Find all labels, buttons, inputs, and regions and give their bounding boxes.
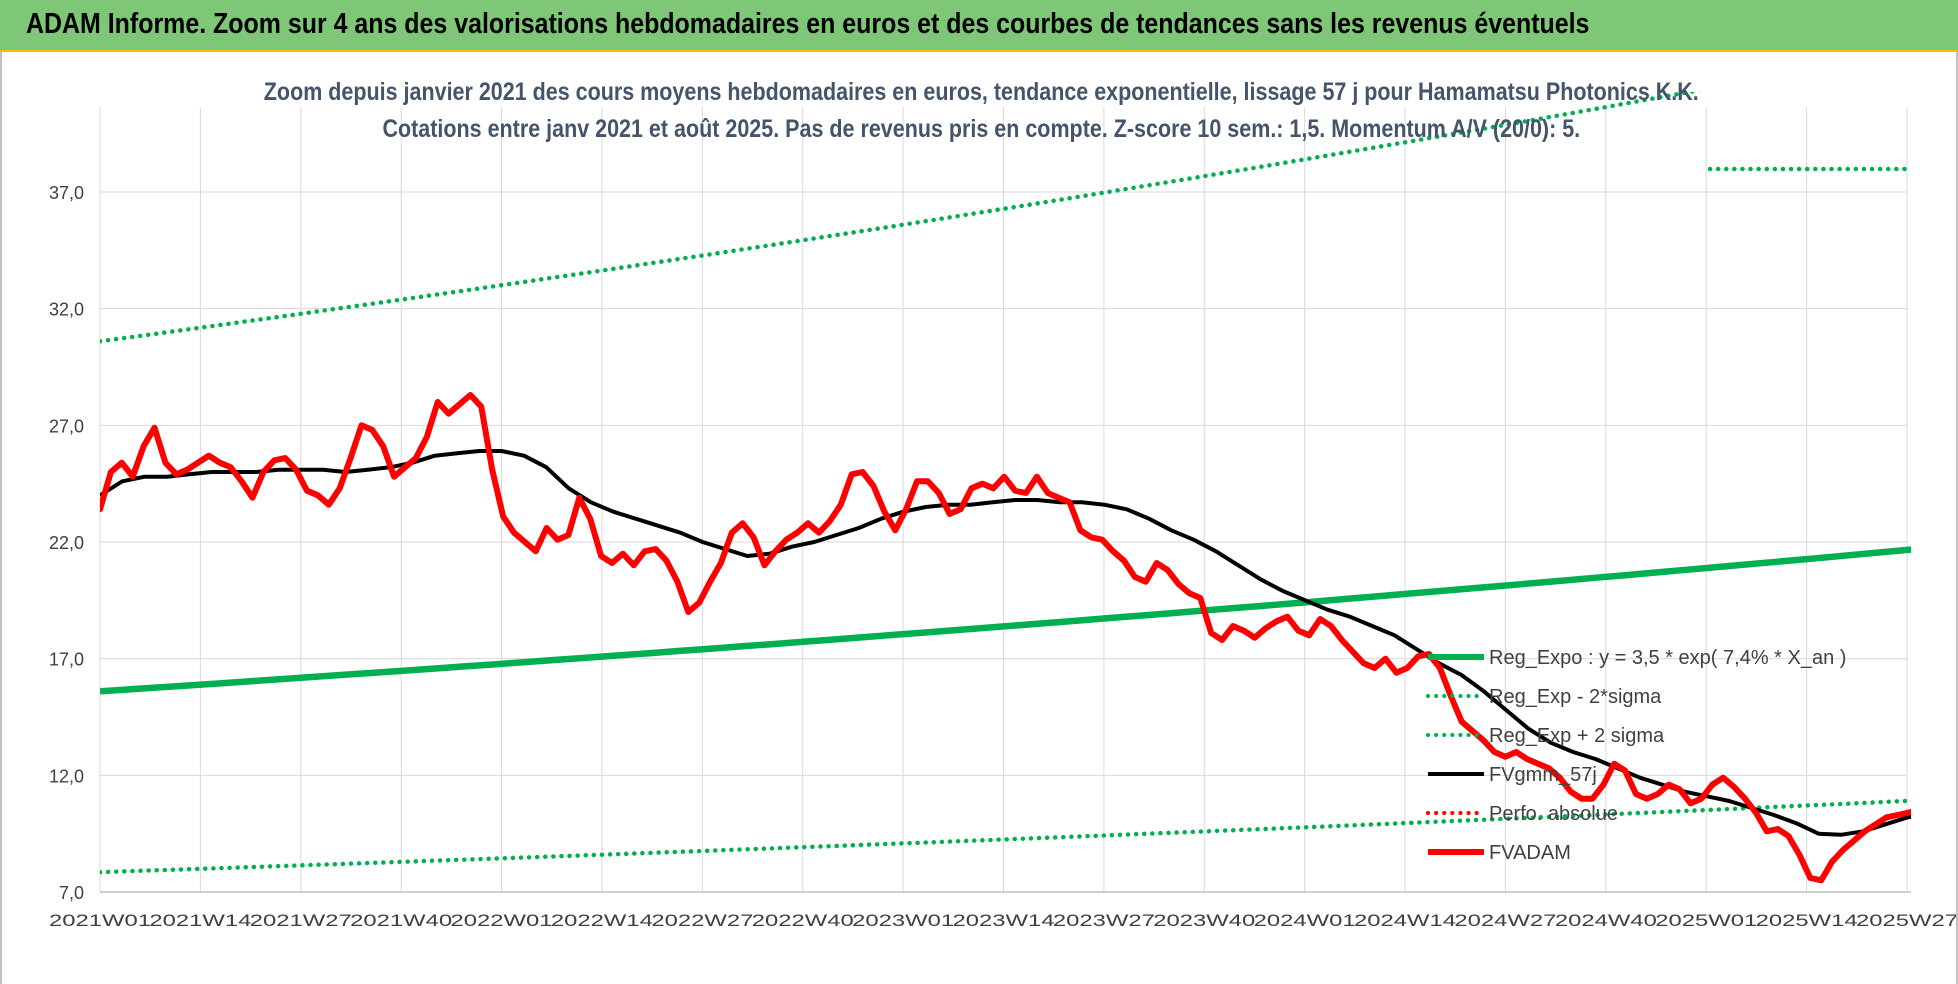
x-tick-label: 2024W40 [1555, 911, 1657, 930]
x-tick-label: 2021W01 [49, 911, 151, 930]
legend-perfo-absolue-label: Perfo. absolue [1489, 803, 1618, 825]
y-tick-label: 12,0 [49, 766, 84, 786]
fv-gmm-line [100, 449, 1911, 837]
x-tick-label: 2021W14 [149, 911, 251, 930]
reg-plus-2sigma-line [100, 92, 1703, 344]
x-tick-label: 2024W27 [1454, 911, 1556, 930]
legend-reg-expo-label: Reg_Expo : y = 3,5 * exp( 7,4% * X_an ) [1489, 647, 1846, 669]
x-tick-label: 2025W01 [1655, 911, 1757, 930]
x-tick-label: 2022W14 [551, 911, 653, 930]
x-tick-label: 2022W01 [451, 911, 553, 930]
x-tick-label: 2023W27 [1053, 911, 1155, 930]
legend-fvadam-label: FVADAM [1489, 842, 1571, 864]
y-tick-label: 22,0 [49, 533, 84, 553]
x-tick-label: 2022W27 [651, 911, 753, 930]
y-tick-label: 32,0 [49, 300, 84, 320]
reg-minus-2sigma-line [100, 798, 1911, 875]
chart-title-line-1: Zoom depuis janvier 2021 des cours moyen… [263, 78, 1699, 106]
x-tick-label: 2021W27 [250, 911, 352, 930]
chart-svg: 7,0 12,0 17,0 22,0 27,0 32,0 37,0 2021W012021W1… [49, 92, 1956, 930]
chart-frame: 7,0 12,0 17,0 22,0 27,0 32,0 37,0 2021W01 2021W1… [0, 52, 1958, 984]
report-title: ADAM Informe. Zoom sur 4 ans des valoris… [26, 8, 1590, 40]
x-tick-label: 2022W40 [752, 911, 854, 930]
y-tick-label: 27,0 [49, 416, 84, 436]
x-tick-label: 2025W14 [1756, 911, 1858, 930]
legend-reg-plus-2sigma-label: Reg_Exp + 2 sigma [1489, 725, 1665, 747]
x-tick-label: 2023W01 [852, 911, 954, 930]
y-tick-label: 7,0 [59, 883, 84, 903]
chart-title-line-2: Cotations entre janv 2021 et août 2025. … [382, 115, 1580, 143]
report-banner: ADAM Informe. Zoom sur 4 ans des valoris… [0, 0, 1958, 52]
x-tick-label: 2023W40 [1153, 911, 1255, 930]
x-tick-label: 2021W40 [350, 911, 452, 930]
y-tick-label: 37,0 [49, 183, 84, 203]
legend-reg-minus-2sigma-label: Reg_Exp - 2*sigma [1489, 686, 1662, 708]
x-tick-label: 2024W01 [1254, 911, 1356, 930]
x-tick-label: 2025W27 [1856, 911, 1956, 930]
y-tick-label: 17,0 [49, 650, 84, 670]
legend-fv-gmm-label: FVgmm_57j [1489, 764, 1597, 786]
fvadam-line [100, 392, 1911, 884]
x-tick-label: 2023W14 [953, 911, 1055, 930]
x-tick-label: 2024W14 [1354, 911, 1456, 930]
reg-expo-line [100, 546, 1911, 695]
